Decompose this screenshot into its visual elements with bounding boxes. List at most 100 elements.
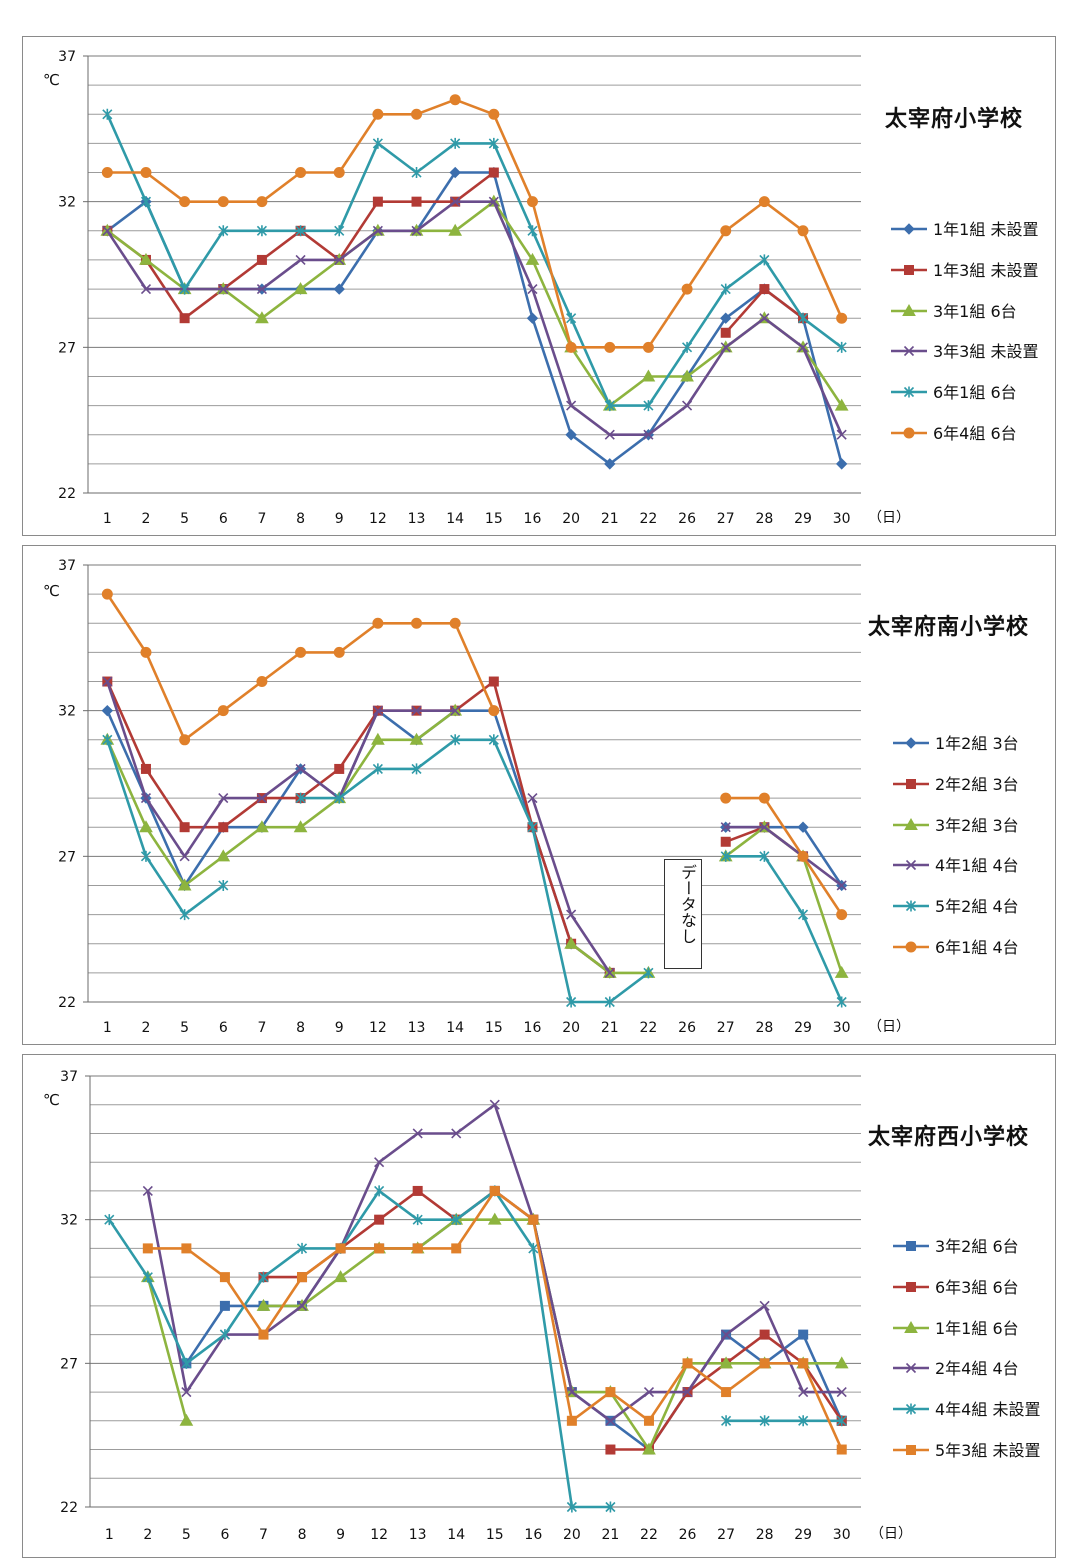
data-point	[604, 967, 615, 978]
data-point	[451, 1214, 462, 1226]
x-tick-label: 8	[296, 1020, 305, 1036]
x-unit-label: （日）	[870, 1526, 912, 1542]
legend-label: 6年1組 4台	[935, 937, 1019, 957]
data-point	[334, 225, 345, 237]
data-point	[256, 254, 267, 265]
data-point	[605, 1501, 616, 1513]
data-point	[293, 282, 308, 295]
data-point	[295, 763, 306, 774]
data-point	[101, 167, 113, 179]
x-unit-label: （日）	[868, 1019, 910, 1035]
legend-swatch	[893, 1241, 929, 1251]
legend-marker	[906, 1241, 916, 1251]
legend-swatch	[893, 1281, 929, 1292]
data-point	[412, 1214, 423, 1226]
data-point	[104, 1214, 115, 1226]
legend-swatch	[891, 346, 927, 357]
data-point	[296, 1242, 308, 1254]
data-point	[526, 312, 539, 324]
x-tick-label: 12	[369, 511, 387, 527]
data-point	[451, 1243, 462, 1254]
x-tick-label: 9	[336, 1527, 345, 1543]
x-tick-label: 27	[717, 1527, 735, 1543]
data-point	[450, 705, 461, 716]
data-point	[372, 196, 383, 207]
data-point	[411, 196, 422, 207]
data-point	[682, 341, 693, 353]
data-point	[488, 196, 499, 207]
y-tick-label: 37	[58, 49, 76, 65]
x-tick-label: 12	[370, 1527, 388, 1543]
x-tick-label: 2	[143, 1527, 152, 1543]
data-point	[411, 167, 422, 179]
data-point	[834, 965, 849, 978]
x-tick-label: 21	[601, 1020, 619, 1036]
data-point	[604, 400, 615, 412]
data-point	[488, 734, 499, 746]
legend-marker	[905, 737, 917, 749]
data-point	[258, 1329, 269, 1340]
data-point	[374, 1214, 385, 1225]
series-line	[107, 98, 843, 349]
x-tick-label: 15	[486, 1527, 504, 1543]
x-tick-label: 1	[103, 1020, 112, 1036]
data-point	[411, 225, 422, 236]
data-point	[334, 254, 345, 265]
data-point	[256, 196, 268, 208]
data-point	[255, 820, 269, 833]
x-tick-label: 6	[220, 1527, 229, 1543]
data-point	[489, 1185, 500, 1196]
chart-panel-dazaifu: 22 27 32 37 1 2 5 6 7 8 9 12 13 14 15 16 20 21 22 26 27 28 29 3…	[22, 36, 1056, 536]
data-point	[836, 341, 847, 353]
legend-swatch	[893, 737, 929, 749]
data-point	[527, 284, 538, 295]
x-tick-label: 8	[298, 1527, 307, 1543]
y-tick-label: 27	[58, 849, 76, 865]
data-point	[333, 283, 345, 295]
data-point	[605, 1387, 616, 1398]
data-point	[179, 313, 190, 324]
data-point	[142, 1243, 153, 1254]
data-point	[797, 342, 809, 353]
x-tick-label: 15	[485, 511, 503, 527]
data-point	[566, 909, 577, 920]
legend-marker	[905, 941, 917, 953]
data-point	[605, 1444, 616, 1455]
x-tick-label: 22	[640, 511, 658, 527]
data-point	[835, 458, 848, 470]
x-tick-label: 13	[408, 1020, 426, 1036]
data-point	[449, 617, 461, 629]
legend-marker	[904, 1320, 918, 1333]
data-point	[758, 792, 770, 804]
series-line	[146, 1103, 842, 1423]
data-point	[218, 284, 229, 295]
data-point	[642, 341, 654, 353]
data-point	[759, 1300, 770, 1311]
x-tick-label: 22	[640, 1020, 658, 1036]
legend-swatch	[893, 941, 929, 953]
chart-title: 太宰府南小学校	[868, 615, 1030, 640]
data-point	[527, 793, 538, 804]
y-unit-label: ℃	[43, 71, 60, 89]
data-point	[449, 166, 461, 179]
x-tick-label: 16	[524, 1020, 542, 1036]
x-tick-label: 20	[562, 511, 580, 527]
data-point	[489, 1099, 500, 1110]
legend-swatch	[893, 1363, 929, 1374]
x-tick-label: 1	[105, 1527, 114, 1543]
data-point	[797, 312, 809, 324]
data-point	[759, 1415, 770, 1427]
series-line	[147, 1189, 843, 1451]
data-point	[411, 617, 423, 629]
legend-label: 5年2組 4台	[935, 897, 1019, 917]
data-point	[295, 792, 306, 804]
y-tick-label: 22	[60, 1500, 78, 1516]
data-point	[374, 1185, 385, 1197]
data-point	[140, 793, 152, 804]
x-tick-label: 27	[717, 1020, 735, 1036]
data-point	[293, 820, 308, 833]
series-line	[106, 738, 843, 1004]
data-point	[140, 196, 152, 208]
